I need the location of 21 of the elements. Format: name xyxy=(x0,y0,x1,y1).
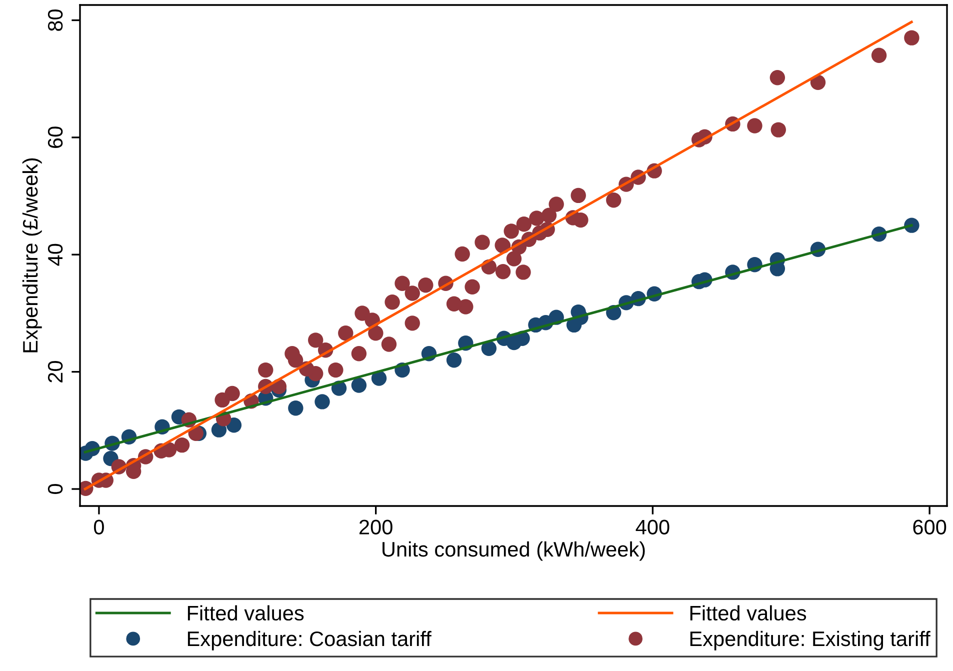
legend-label: Fitted values xyxy=(690,605,806,621)
x-axis-title: Units consumed (kWh/week) xyxy=(382,541,645,561)
y-tick-label: 20 xyxy=(48,361,63,382)
x-tick-label: 400 xyxy=(636,520,670,534)
legend-label: Expenditure: Existing tariff xyxy=(690,630,930,650)
point xyxy=(351,378,367,393)
x-tick-label: 200 xyxy=(360,520,392,534)
y-tick-label: 0 xyxy=(48,484,63,494)
x-tick-label: 600 xyxy=(913,520,946,534)
point xyxy=(446,352,462,368)
legend-label: Expenditure: Coasian tariff xyxy=(188,630,432,650)
y-tick-label: 80 xyxy=(48,9,63,31)
point xyxy=(314,394,330,410)
y-axis-title: Expenditure (£/week) xyxy=(22,158,42,352)
point xyxy=(481,340,497,356)
y-tick-label: 60 xyxy=(48,126,63,148)
x-tick-label: 0 xyxy=(94,520,104,534)
point xyxy=(566,317,582,333)
point xyxy=(288,400,304,416)
y-tick-label: 40 xyxy=(48,244,63,266)
legend-label: Fitted values xyxy=(188,605,304,621)
